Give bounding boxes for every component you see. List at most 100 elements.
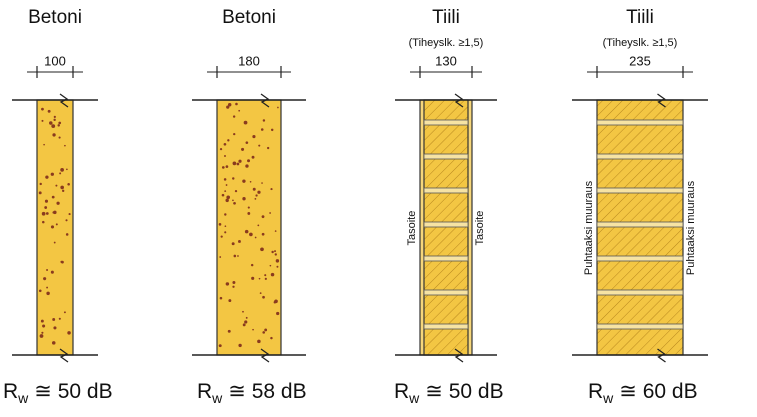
aggregate-dot xyxy=(242,323,246,327)
aggregate-dot xyxy=(41,331,44,334)
aggregate-dot xyxy=(243,120,248,125)
aggregate-dot xyxy=(223,142,227,146)
rating-symbol: R xyxy=(197,380,212,403)
aggregate-dot xyxy=(38,289,42,293)
dimension-label: 130 xyxy=(435,53,457,68)
aggregate-dot xyxy=(67,331,71,335)
aggregate-dot xyxy=(232,280,236,284)
aggregate-dot xyxy=(39,334,44,338)
break-mark xyxy=(657,348,666,363)
aggregate-dot xyxy=(269,264,272,267)
concrete-wall xyxy=(216,99,282,356)
aggregate-dot xyxy=(225,184,228,186)
aggregate-dot xyxy=(51,195,55,199)
aggregate-dot xyxy=(53,326,57,330)
dimension-label: 100 xyxy=(44,53,66,68)
aggregate-dot xyxy=(244,229,249,234)
aggregate-dot xyxy=(262,295,265,299)
aggregate-dot xyxy=(220,235,223,238)
rating-subscript: w xyxy=(408,390,420,406)
aggregate-dot xyxy=(227,103,232,107)
aggregate-dot xyxy=(67,182,70,186)
aggregate-dot xyxy=(43,277,47,281)
aggregate-dot xyxy=(250,263,254,267)
aggregate-dot xyxy=(233,201,236,205)
side-label: Tasoite xyxy=(474,211,486,246)
aggregate-dot xyxy=(50,225,55,229)
aggregate-dot xyxy=(270,128,274,132)
aggregate-dot xyxy=(251,276,255,280)
break-mark xyxy=(454,348,464,363)
aggregate-dot xyxy=(238,240,241,243)
aggregate-dot xyxy=(269,212,272,214)
aggregate-dot xyxy=(270,272,275,277)
aggregate-dot xyxy=(264,328,268,332)
aggregate-dot xyxy=(261,232,265,236)
aggregate-dot xyxy=(252,187,256,191)
aggregate-dot xyxy=(52,133,56,137)
wall-title: Tiili xyxy=(432,7,460,28)
rating-value: ≅ 50 dB xyxy=(425,380,503,403)
aggregate-dot xyxy=(218,223,222,226)
aggregate-dot xyxy=(46,286,49,289)
aggregate-dot xyxy=(65,219,68,222)
aggregate-dot xyxy=(233,132,236,136)
wall-title: Betoni xyxy=(28,7,82,28)
aggregate-dot xyxy=(226,195,231,200)
rating-value: ≅ 50 dB xyxy=(34,380,112,403)
wall-title: Tiili xyxy=(626,7,654,28)
aggregate-dot xyxy=(65,233,69,236)
aggregate-dot xyxy=(59,172,62,175)
wall-note: (Tiheyslk. ≥1,5) xyxy=(409,37,484,49)
aggregate-dot xyxy=(232,115,236,118)
aggregate-dot xyxy=(257,190,261,194)
aggregate-dot xyxy=(262,119,266,122)
aggregate-dot xyxy=(41,119,44,122)
aggregate-dot xyxy=(255,194,258,197)
aggregate-dot xyxy=(53,115,56,118)
side-label: Tasoite xyxy=(406,211,418,246)
aggregate-dot xyxy=(258,144,261,147)
aggregate-dot xyxy=(258,277,261,280)
dimension-label: 235 xyxy=(629,53,651,68)
aggregate-dot xyxy=(249,180,252,183)
mortar-joint xyxy=(423,255,469,262)
aggregate-dot xyxy=(274,250,276,253)
sound-rating: Rw ≅ 58 dB xyxy=(197,380,307,406)
mortar-joint xyxy=(596,289,684,296)
aggregate-dot xyxy=(40,319,44,323)
aggregate-dot xyxy=(233,254,237,258)
aggregate-dot xyxy=(232,161,237,166)
aggregate-dot xyxy=(231,242,235,246)
aggregate-dot xyxy=(41,107,44,111)
aggregate-dot xyxy=(46,269,49,271)
aggregate-dot xyxy=(60,260,63,263)
mortar-joint xyxy=(423,289,469,296)
side-label: Puhtaaksi muuraus xyxy=(583,180,595,275)
aggregate-dot xyxy=(235,102,238,106)
aggregate-dot xyxy=(61,189,65,193)
aggregate-dot xyxy=(56,201,60,205)
mortar-joint xyxy=(596,153,684,160)
aggregate-dot xyxy=(57,124,60,127)
aggregate-dot xyxy=(58,317,61,320)
wall-title: Betoni xyxy=(222,7,276,28)
aggregate-dot xyxy=(42,324,46,328)
aggregate-dot xyxy=(277,106,279,109)
rating-subscript: w xyxy=(17,390,29,406)
aggregate-dot xyxy=(45,212,49,215)
aggregate-dot xyxy=(234,189,238,193)
aggregate-dot xyxy=(225,165,229,168)
aggregate-dot xyxy=(259,292,262,295)
mortar-joint xyxy=(423,221,469,228)
aggregate-dot xyxy=(244,320,248,324)
aggregate-dot xyxy=(245,164,249,168)
break-mark xyxy=(59,348,69,363)
brick-wall xyxy=(423,99,469,356)
aggregate-dot xyxy=(251,155,255,159)
aggregate-dot xyxy=(242,179,246,183)
aggregate-dot xyxy=(227,329,231,333)
aggregate-dot xyxy=(275,259,280,263)
aggregate-dot xyxy=(247,212,251,215)
